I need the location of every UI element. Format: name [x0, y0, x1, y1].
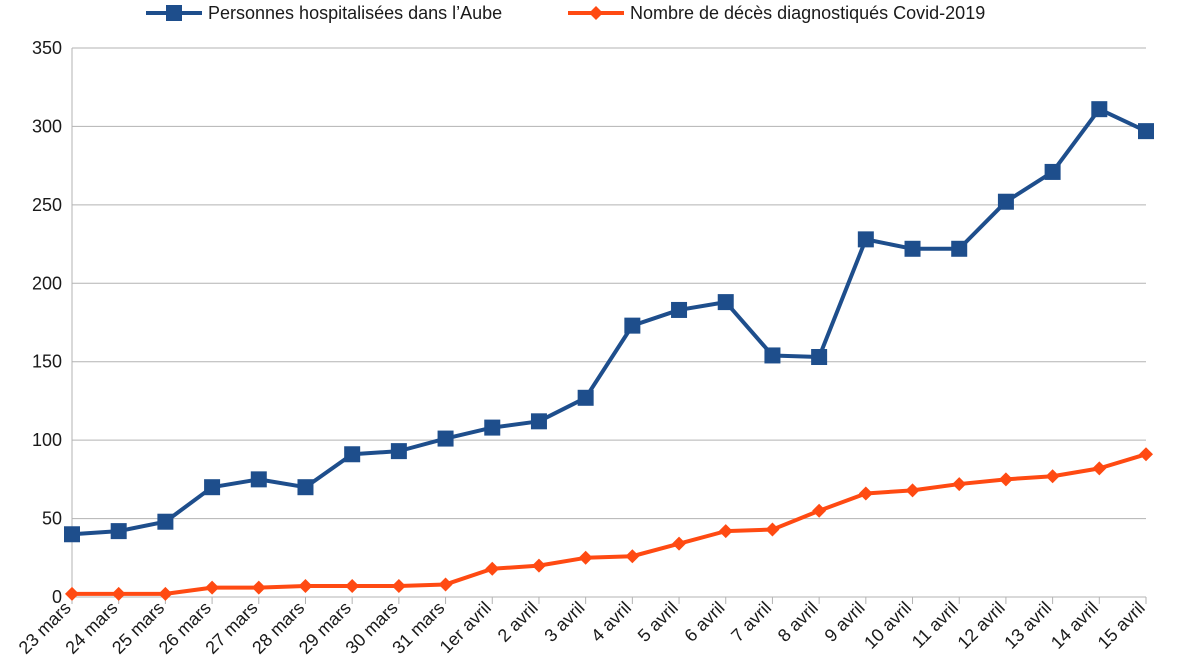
- series-1-point-5: [298, 579, 313, 594]
- series-1-point-21: [1045, 469, 1060, 484]
- series-0-point-22: [1091, 101, 1108, 118]
- x-tick-label-15: 7 avril: [727, 598, 775, 646]
- y-tick-label-200: 200: [32, 273, 62, 293]
- series-0-point-9: [484, 419, 501, 436]
- series-1-point-7: [391, 579, 406, 594]
- x-tick-label-16: 8 avril: [774, 598, 822, 646]
- series-0-point-15: [764, 347, 781, 364]
- series-0-point-21: [1044, 163, 1061, 180]
- series-1-point-17: [858, 486, 873, 501]
- y-tick-label-100: 100: [32, 430, 62, 450]
- series-1-point-16: [812, 503, 827, 518]
- series-0-point-20: [997, 193, 1014, 210]
- series-0-point-18: [904, 240, 921, 257]
- series-0-point-0: [64, 526, 80, 543]
- series-1-point-14: [718, 524, 733, 539]
- series-0-point-8: [437, 430, 454, 447]
- series-1-point-9: [485, 561, 500, 576]
- y-tick-label-150: 150: [32, 352, 62, 372]
- series-1-point-12: [625, 549, 640, 564]
- series-0-point-19: [951, 240, 968, 257]
- x-tick-label-11: 3 avril: [540, 598, 588, 646]
- legend-label-hospitalises: Personnes hospitalisées dans l’Aube: [208, 2, 503, 23]
- legend-swatch-hospitalises: [146, 5, 202, 21]
- x-tick-label-13: 5 avril: [634, 598, 682, 646]
- series-1-point-0: [65, 586, 79, 601]
- x-tick-label-9: 1er avril: [436, 598, 495, 657]
- series-1-point-11: [578, 550, 593, 565]
- series-1-point-19: [952, 477, 967, 492]
- series-0-point-4: [250, 471, 267, 488]
- x-tick-label-10: 2 avril: [494, 598, 542, 646]
- x-tick-label-20: 12 avril: [954, 598, 1009, 653]
- series-0-point-10: [530, 413, 547, 430]
- legend-swatch-deces: [568, 6, 624, 20]
- series-0-point-7: [390, 443, 407, 460]
- series-line-0: [71, 107, 1147, 537]
- y-tick-label-50: 50: [42, 509, 62, 529]
- series-1-point-4: [251, 580, 266, 595]
- series-1-point-6: [345, 579, 360, 594]
- series-0-point-13: [671, 301, 688, 318]
- series-1-point-20: [998, 472, 1013, 487]
- series-1-point-2: [158, 586, 173, 601]
- series-0-point-2: [157, 513, 174, 530]
- x-tick-label-8: 31 mars: [388, 598, 448, 658]
- y-tick-label-350: 350: [32, 38, 62, 58]
- x-tick-label-23: 15 avril: [1094, 598, 1149, 653]
- y-tick-label-300: 300: [32, 116, 62, 136]
- series-1-point-23: [1139, 447, 1153, 462]
- legend-item-deces: Nombre de décès diagnostiqués Covid-2019: [568, 2, 985, 24]
- legend-label-deces: Nombre de décès diagnostiqués Covid-2019: [630, 2, 986, 23]
- series-line-1: [72, 452, 1147, 596]
- x-tick-label-14: 6 avril: [680, 598, 728, 646]
- series-0-point-23: [1138, 123, 1154, 140]
- series-1-point-8: [438, 577, 453, 592]
- series-0-point-16: [811, 349, 828, 366]
- y-tick-label-0: 0: [52, 587, 62, 607]
- series-0-point-3: [204, 479, 221, 496]
- series-0-point-6: [344, 446, 361, 463]
- series-0-point-5: [297, 479, 314, 496]
- series-1-point-10: [531, 558, 546, 573]
- x-tick-label-21: 13 avril: [1000, 598, 1055, 653]
- x-tick-label-18: 10 avril: [860, 598, 915, 653]
- series-0-point-14: [717, 294, 734, 311]
- legend-item-hospitalises: Personnes hospitalisées dans l’Aube: [146, 2, 502, 24]
- x-tick-label-19: 11 avril: [908, 598, 962, 652]
- series-1-point-18: [905, 483, 920, 498]
- series-1-point-1: [111, 586, 126, 601]
- series-0-point-12: [624, 317, 641, 334]
- x-tick-label-12: 4 avril: [587, 598, 635, 646]
- y-tick-label-250: 250: [32, 195, 62, 215]
- series-1-point-22: [1092, 461, 1107, 476]
- series-0-point-11: [577, 389, 594, 406]
- series-1-point-3: [205, 580, 220, 595]
- x-tick-label-22: 14 avril: [1047, 598, 1102, 653]
- series-0-point-17: [857, 231, 874, 248]
- series-0-point-1: [110, 523, 127, 540]
- series-1-point-13: [672, 536, 687, 551]
- series-1-point-15: [765, 522, 780, 537]
- chart-legend: Personnes hospitalisées dans l’Aube Nomb…: [0, 2, 1191, 28]
